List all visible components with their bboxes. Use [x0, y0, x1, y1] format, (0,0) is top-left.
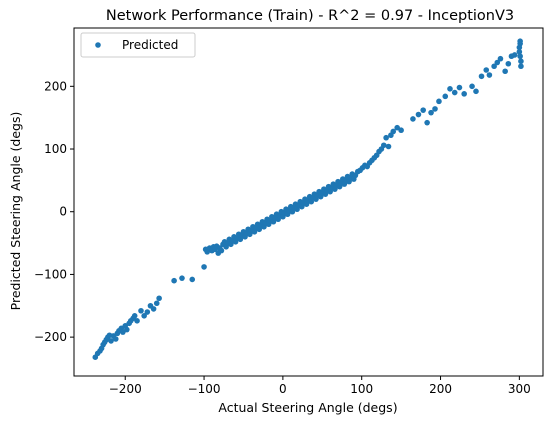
data-point [447, 86, 453, 92]
data-points [92, 38, 524, 360]
chart-title: Network Performance (Train) - R^2 = 0.97… [106, 8, 514, 24]
data-point [380, 142, 387, 149]
y-tick-label: 200 [44, 79, 67, 93]
data-point [108, 338, 114, 344]
data-point [156, 295, 162, 302]
data-point [516, 49, 523, 55]
data-point [420, 107, 426, 113]
data-point [218, 247, 225, 254]
data-point [483, 67, 490, 73]
legend-marker [95, 42, 101, 48]
data-point [138, 307, 144, 314]
data-point [383, 134, 389, 141]
x-tick-label: −200 [109, 382, 142, 396]
data-point [171, 277, 177, 284]
data-point [398, 127, 404, 134]
data-point [131, 313, 138, 319]
x-tick-label: 100 [350, 382, 373, 396]
data-point [518, 63, 524, 70]
data-point [428, 109, 434, 116]
data-point [502, 68, 508, 75]
y-tick-label: −100 [34, 267, 67, 281]
data-point [494, 59, 501, 66]
data-point [390, 128, 397, 135]
data-point [385, 143, 392, 150]
data-point [451, 89, 458, 96]
x-tick-label: −100 [188, 382, 221, 396]
data-point [505, 60, 512, 67]
data-point [424, 119, 430, 126]
legend-label-predicted: Predicted [122, 38, 178, 52]
x-tick-label: 200 [429, 382, 452, 396]
data-point [134, 318, 140, 324]
data-point [486, 72, 493, 78]
data-point [124, 326, 130, 333]
x-axis-label: Actual Steering Angle (degs) [218, 400, 397, 415]
data-point [201, 264, 207, 270]
data-point [410, 116, 416, 122]
data-point [141, 313, 147, 319]
x-tick-label: 0 [279, 382, 287, 396]
legend: Predicted [80, 32, 196, 58]
plot-area-frame [73, 27, 544, 377]
data-point [456, 84, 463, 91]
data-point [478, 73, 485, 80]
axis-ticks: −200 −100 0 100 200 300 −200 −100 0 100 200 [34, 79, 531, 396]
data-point [179, 275, 185, 281]
data-point [469, 83, 475, 90]
data-point [497, 55, 504, 62]
data-point [150, 306, 157, 312]
data-point [153, 300, 160, 307]
x-tick-label: 300 [508, 382, 531, 396]
data-point [442, 93, 449, 100]
y-tick-label: 0 [59, 205, 67, 219]
data-point [517, 38, 523, 44]
data-point [144, 309, 151, 315]
legend-box [80, 32, 196, 58]
data-point [473, 88, 479, 95]
data-point [491, 63, 497, 70]
data-point [415, 111, 422, 118]
data-point [436, 98, 442, 105]
data-point [112, 336, 119, 342]
data-point [189, 276, 196, 283]
data-point [511, 52, 518, 58]
data-point [432, 106, 438, 112]
y-axis-label: Predicted Steering Angle (degs) [8, 112, 23, 311]
y-tick-label: 100 [44, 142, 67, 156]
data-point [461, 91, 467, 97]
data-point [517, 53, 523, 60]
y-tick-label: −200 [34, 330, 67, 344]
data-point [518, 58, 524, 65]
